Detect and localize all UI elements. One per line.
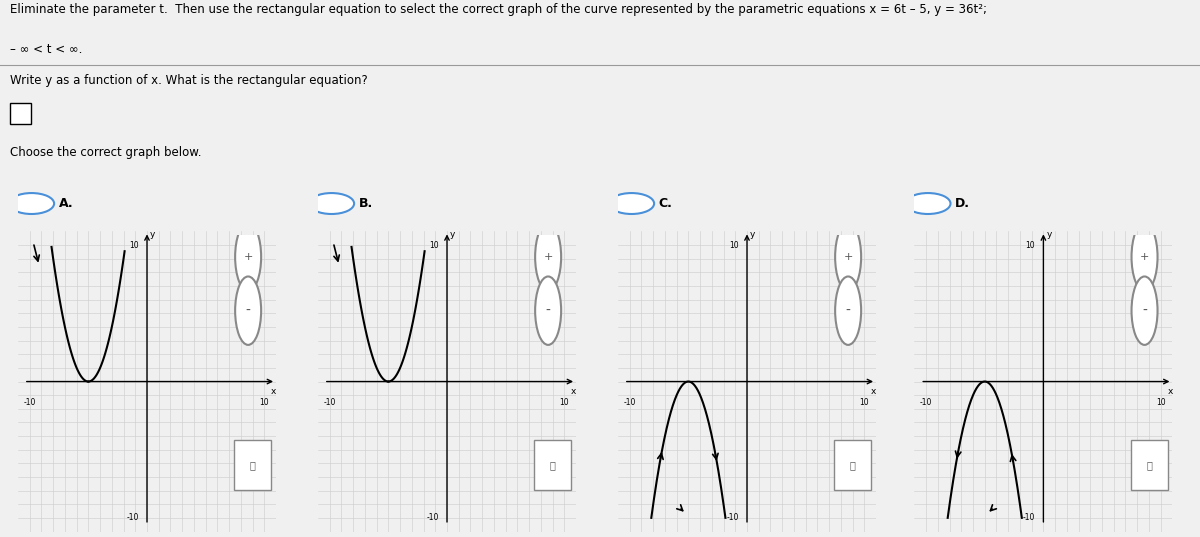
Text: -: - [846,304,851,318]
Text: 10: 10 [1156,398,1165,407]
Circle shape [905,193,950,214]
Circle shape [8,193,54,214]
Text: B.: B. [359,197,373,210]
Text: ⧉: ⧉ [250,460,256,470]
Text: x: x [271,387,276,396]
Circle shape [1132,277,1158,345]
Text: -10: -10 [324,398,336,407]
Text: 10: 10 [559,398,569,407]
Text: 10: 10 [1026,241,1036,250]
Text: +: + [244,252,253,262]
Text: -10: -10 [126,513,139,523]
Circle shape [308,193,354,214]
Text: y: y [750,230,756,238]
Circle shape [235,223,262,291]
FancyBboxPatch shape [234,440,271,490]
Text: 10: 10 [430,241,439,250]
FancyBboxPatch shape [10,103,31,124]
Text: C.: C. [659,197,672,210]
Text: ⧉: ⧉ [850,460,856,470]
Text: ⧉: ⧉ [1146,460,1152,470]
Text: x: x [571,387,576,396]
Circle shape [535,277,562,345]
Circle shape [535,223,562,291]
FancyBboxPatch shape [534,440,571,490]
Text: -: - [246,304,251,318]
Circle shape [835,277,862,345]
Text: Write y as a function of x. What is the rectangular equation?: Write y as a function of x. What is the … [10,74,367,87]
Text: 10: 10 [259,398,269,407]
Text: -10: -10 [920,398,932,407]
Text: -10: -10 [726,513,739,523]
Text: Choose the correct graph below.: Choose the correct graph below. [10,146,202,159]
Text: -: - [546,304,551,318]
FancyBboxPatch shape [834,440,871,490]
Text: y: y [1046,230,1052,238]
Text: y: y [450,230,456,238]
Text: -: - [1142,304,1147,318]
Text: -10: -10 [24,398,36,407]
Text: +: + [844,252,853,262]
Circle shape [235,277,262,345]
Text: -10: -10 [426,513,439,523]
Text: -10: -10 [1022,513,1036,523]
Text: D.: D. [955,197,970,210]
Text: x: x [1168,387,1172,396]
Text: +: + [1140,252,1150,262]
Circle shape [608,193,654,214]
Text: +: + [544,252,553,262]
FancyBboxPatch shape [1130,440,1168,490]
Text: -10: -10 [624,398,636,407]
Text: x: x [871,387,876,396]
Text: – ∞ < t < ∞.: – ∞ < t < ∞. [10,43,82,56]
Text: A.: A. [59,197,73,210]
Text: y: y [150,230,156,238]
Circle shape [835,223,862,291]
Text: 10: 10 [859,398,869,407]
Text: 10: 10 [730,241,739,250]
Text: 10: 10 [130,241,139,250]
Text: ⧉: ⧉ [550,460,556,470]
Text: Eliminate the parameter t.  Then use the rectangular equation to select the corr: Eliminate the parameter t. Then use the … [10,3,986,17]
Circle shape [1132,223,1158,291]
